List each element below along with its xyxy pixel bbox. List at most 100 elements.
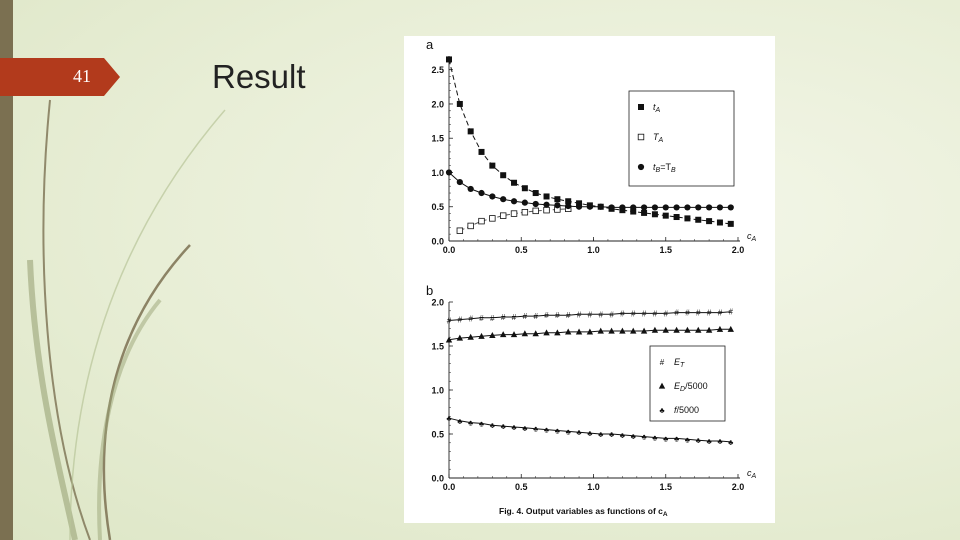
point-marker — [716, 219, 723, 226]
point-marker: ♣ — [631, 432, 637, 441]
figure-caption: Fig. 4. Output variables as functions of… — [499, 506, 668, 518]
point-marker — [575, 203, 583, 210]
point-marker: ♣ — [663, 434, 669, 443]
point-marker — [673, 214, 680, 221]
point-marker — [705, 326, 713, 333]
point-marker — [445, 336, 453, 343]
x-tick-label: 1.5 — [659, 482, 672, 492]
slide-title: Result — [212, 58, 306, 95]
point-marker — [510, 331, 518, 338]
point-marker — [608, 204, 615, 211]
point-marker: # — [447, 316, 452, 325]
point-marker: # — [642, 309, 647, 318]
point-marker: ♣ — [652, 434, 658, 443]
point-marker — [500, 172, 507, 179]
point-marker — [489, 332, 496, 339]
point-marker — [597, 327, 604, 334]
point-marker — [608, 327, 615, 334]
y-tick-label: 1.5 — [431, 342, 444, 352]
point-marker: # — [631, 309, 636, 318]
point-marker — [554, 196, 561, 203]
point-marker — [543, 201, 550, 208]
point-marker — [478, 189, 485, 197]
point-marker: ♣ — [728, 438, 734, 447]
chart-panel-a: a 0.0 0.5 1.0 1.5 2.0 0.0 0.5 1.0 1.5 2.0 2.5 cA tA TA… — [426, 37, 757, 255]
point-marker — [619, 204, 626, 211]
point-marker: ♣ — [490, 421, 496, 430]
point-marker — [684, 204, 691, 211]
chart-legend: tA TA tB=TB — [628, 90, 735, 187]
series-line — [448, 311, 731, 321]
point-marker — [706, 204, 713, 211]
point-marker: # — [660, 358, 665, 367]
point-marker — [456, 227, 464, 234]
point-marker: ♣ — [501, 422, 507, 431]
point-marker — [673, 326, 680, 333]
point-marker: ♣ — [696, 436, 702, 445]
point-marker — [467, 128, 474, 135]
point-marker: # — [609, 310, 614, 319]
point-marker: # — [458, 316, 463, 325]
point-marker — [510, 210, 518, 217]
x-tick-label: 1.0 — [587, 245, 600, 255]
point-marker — [511, 179, 518, 186]
point-marker — [662, 212, 669, 219]
point-marker — [630, 208, 637, 215]
point-marker: # — [653, 309, 658, 318]
point-marker — [543, 193, 550, 200]
point-marker — [456, 178, 463, 186]
y-tick-label: 2.5 — [431, 65, 444, 75]
point-marker — [638, 104, 644, 110]
point-marker: # — [555, 311, 560, 320]
point-marker — [727, 325, 734, 332]
point-marker: # — [544, 311, 549, 320]
point-marker: # — [501, 313, 506, 322]
point-marker — [467, 222, 474, 230]
point-marker: ♣ — [659, 406, 665, 415]
point-marker — [640, 327, 648, 334]
point-marker — [499, 212, 507, 219]
point-marker — [554, 202, 561, 209]
point-marker — [651, 211, 658, 218]
point-marker: ♣ — [598, 430, 604, 439]
point-marker — [716, 204, 724, 211]
x-tick-label: 2.0 — [732, 482, 745, 492]
point-marker: ♣ — [566, 427, 572, 436]
point-marker: # — [674, 309, 679, 318]
point-marker — [716, 325, 724, 332]
point-marker: # — [620, 309, 625, 318]
point-marker — [662, 326, 669, 333]
series-line — [448, 417, 731, 443]
x-tick-label: 0.0 — [443, 245, 456, 255]
y-tick-label: 1.5 — [431, 134, 444, 144]
point-marker — [521, 199, 528, 206]
point-marker: # — [729, 308, 734, 317]
point-marker: # — [490, 314, 495, 323]
y-tick-label: 2.0 — [431, 298, 444, 308]
chart-legend: # ET ED/5000 ♣ f/5000 — [649, 345, 726, 422]
slide-number-badge — [0, 58, 120, 96]
point-marker — [543, 329, 550, 336]
point-marker: # — [566, 311, 571, 320]
point-marker — [532, 330, 539, 337]
figure-card: Fig. 4. Output variables as functions of… — [404, 36, 775, 523]
point-marker — [673, 204, 680, 211]
point-marker — [532, 207, 539, 215]
point-marker — [658, 382, 666, 389]
panel-label: b — [426, 283, 433, 298]
point-marker: # — [685, 309, 690, 318]
point-marker — [684, 326, 691, 333]
point-marker — [597, 203, 604, 210]
point-marker — [565, 202, 572, 210]
x-tick-label: 0.0 — [443, 482, 456, 492]
point-marker — [456, 100, 463, 107]
y-tick-label: 0.0 — [431, 474, 444, 484]
x-tick-label: 1.0 — [587, 482, 600, 492]
point-marker — [521, 330, 529, 337]
point-marker — [532, 190, 539, 197]
point-marker — [446, 56, 452, 63]
point-marker — [576, 200, 583, 207]
point-marker — [727, 220, 734, 227]
point-marker: ♣ — [706, 437, 712, 446]
series-line — [448, 59, 731, 225]
